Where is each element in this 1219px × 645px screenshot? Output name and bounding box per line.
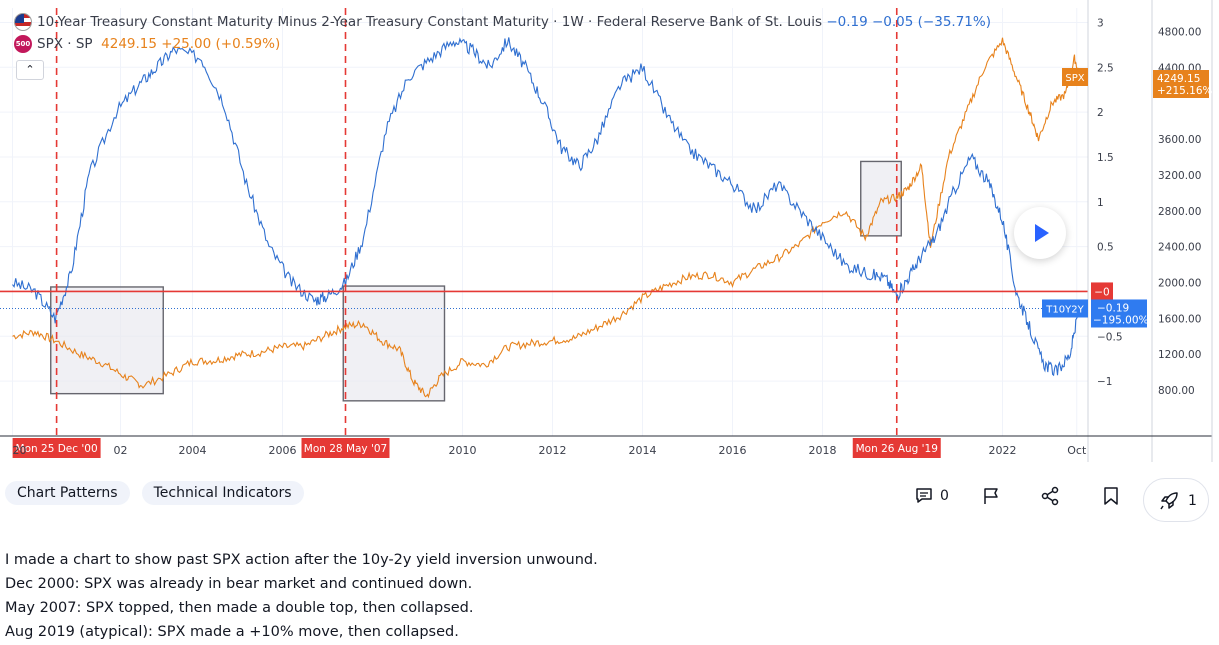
comments-button[interactable]: 0 [914,486,949,506]
spread-line [12,37,1080,377]
spx-axis-tick: 3600.00 [1158,134,1201,146]
spx-tag: SPX [1065,73,1084,84]
description-line: May 2007: SPX topped, then made a double… [5,600,474,616]
spx-series [12,37,1082,399]
spread-axis-tick: −1 [1097,376,1112,388]
spx-axis-tick: 2400.00 [1158,242,1201,254]
zero-tag: −0 [1094,286,1109,298]
legend-spx-values: 4249.15 +25.00 (+0.59%) [101,36,281,52]
spx-price-label-bg [1153,70,1209,98]
idea-tags: Chart Patterns Technical Indicators [5,481,304,505]
play-replay-button[interactable] [1014,207,1066,259]
bookmark-button[interactable] [1103,486,1119,506]
spread-axis-tick: 3 [1097,17,1104,29]
spread-axis-tick: 2 [1097,107,1104,119]
date-marker-label-bg [12,438,101,458]
spx-axis-tick: 4800.00 [1158,26,1201,38]
time-axis-tick: 2010 [449,444,477,457]
spx-axis-tick: 3200.00 [1158,170,1201,182]
rocket-icon [1160,492,1178,510]
inversion-markers: Mon 25 Dec '00 Mon 28 May '07 Mon 26 Aug '… [0,8,1088,458]
bookmark-icon [1104,487,1118,505]
date-marker-label: Mon 26 Aug '19 [856,443,938,455]
spread-axis-tick: −0.5 [1097,331,1123,343]
idea-description: I made a chart to show past SPX action a… [5,548,598,644]
boost-count: 1 [1188,493,1197,509]
spread-axis-tick: 1 [1097,197,1104,209]
spx-axis-tick: 800.00 [1158,385,1195,397]
description-line: I made a chart to show past SPX action a… [5,552,598,568]
highlight-boxes [50,160,902,402]
spread-axis-tick: 1.5 [1097,152,1114,164]
t10y2y-tag: T10Y2Y [1045,304,1084,315]
highlight-box [50,286,164,395]
time-axis-tick: 2006 [269,444,297,457]
t10y2y-tag-bg [1042,299,1088,318]
chart-legend: 10-Year Treasury Constant Maturity Minus… [14,11,991,55]
t10y2y-change-label: −195.00% [1093,314,1149,326]
axes: 32.521.510.5−0.5−14800.004400.003600.003… [0,0,1213,462]
highlight-box [342,285,446,402]
time-axis-tick: 02 [114,444,128,457]
t10y2y-value-label: −0.19 [1097,302,1129,314]
us-flag-icon [14,13,32,31]
legend-t10y2y-title: 10-Year Treasury Constant Maturity Minus… [37,14,823,30]
t10y2y-value-label-bg [1091,299,1147,328]
description-line: Aug 2019 (atypical): SPX made a +10% mov… [5,624,459,640]
time-axis-tick: 2022 [989,444,1017,457]
time-axis-tick: 2014 [629,444,657,457]
legend-row-spx[interactable]: 500 SPX · SP 4249.15 +25.00 (+0.59%) [14,33,991,55]
share-icon [1041,486,1059,506]
spx-change-label: +215.16% [1157,85,1213,97]
date-marker-label: Mon 25 Dec '00 [16,443,98,455]
chart-area[interactable]: Mon 25 Dec '00 Mon 28 May '07 Mon 26 Aug '… [0,0,1219,462]
legend-row-t10y2y[interactable]: 10-Year Treasury Constant Maturity Minus… [14,11,991,33]
time-axis-tick: Oct [1067,444,1087,457]
zero-tag-bg [1091,282,1113,301]
idea-actions: 0 1 [900,478,1212,524]
spread-axis-tick: 2.5 [1097,62,1114,74]
date-marker-label: Mon 28 May '07 [304,443,387,455]
boost-button[interactable]: 1 [1143,478,1209,522]
boost-inner: 1 [1158,491,1197,511]
chevron-up-icon: ⌃ [25,63,35,76]
share-button[interactable] [1040,486,1060,506]
time-axis-tick: 2018 [809,444,837,457]
spx-axis-tick: 2000.00 [1158,277,1201,289]
time-axis-tick: 2016 [719,444,747,457]
comments-count: 0 [940,488,949,504]
date-marker-label-bg [852,438,941,458]
spx-axis-tick: 2800.00 [1158,206,1201,218]
tag-technical-indicators[interactable]: Technical Indicators [141,481,304,505]
time-axis-tick: 2012 [539,444,567,457]
comment-icon [916,488,932,503]
spx-tag-bg [1062,68,1088,86]
spread-series [12,37,1080,377]
spx-price-label: 4249.15 [1157,73,1200,85]
tag-chart-patterns[interactable]: Chart Patterns [5,481,130,505]
report-button[interactable] [982,486,1000,506]
chart-svg[interactable]: Mon 25 Dec '00 Mon 28 May '07 Mon 26 Aug '… [0,0,1219,462]
flag-icon [984,488,998,504]
time-axis-tick: 2004 [179,444,207,457]
description-line: Dec 2000: SPX was already in bear market… [5,576,473,592]
legend-t10y2y-values: −0.19 −0.05 (−35.71%) [826,14,991,30]
spx-axis-tick: 1600.00 [1158,313,1201,325]
legend-collapse-button[interactable]: ⌃ [16,60,44,80]
date-marker-label-bg [301,438,390,458]
spx-line [12,37,1082,399]
spx-axis-tick: 1200.00 [1158,349,1201,361]
legend-spx-title: SPX · SP [37,36,93,52]
spread-axis-tick: 0.5 [1097,242,1114,254]
spx-symbol-icon: 500 [14,35,32,53]
time-axis-tick: 20 [13,444,27,457]
